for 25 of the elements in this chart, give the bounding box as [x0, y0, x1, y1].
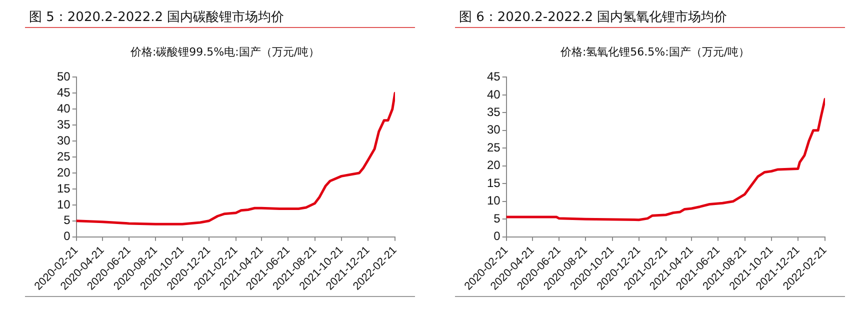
chart-subtitle: 价格:氢氧化锂56.5%:国产（万元/吨） — [559, 45, 750, 58]
y-tick-label: 35 — [486, 104, 501, 119]
y-tick-label: 45 — [486, 70, 501, 84]
y-tick-label: 35 — [56, 117, 71, 132]
y-tick-label: 45 — [56, 85, 71, 100]
y-tick-label: 40 — [486, 87, 501, 102]
y-tick-label: 5 — [64, 213, 71, 228]
y-tick-label: 0 — [494, 229, 501, 244]
chart-subtitle: 价格:碳酸锂99.5%电:国产（万元/吨） — [129, 45, 320, 58]
chart-title: 图 5：2020.2-2022.2 国内碳酸锂市场均价 — [25, 0, 415, 28]
y-tick-label: 10 — [56, 197, 71, 212]
y-tick-label: 30 — [56, 133, 71, 148]
y-tick-label: 5 — [494, 211, 501, 226]
y-tick-label: 40 — [56, 101, 71, 116]
y-tick-label: 20 — [56, 165, 71, 180]
y-tick-label: 20 — [486, 158, 501, 172]
chart-title: 图 6：2020.2-2022.2 国内氢氧化锂市场均价 — [455, 0, 845, 28]
y-tick-label: 50 — [56, 70, 71, 84]
y-tick-label: 0 — [64, 229, 71, 244]
y-tick-label: 30 — [486, 122, 501, 137]
y-tick-label: 10 — [486, 194, 501, 208]
y-tick-label: 25 — [486, 140, 501, 154]
y-tick-label: 15 — [486, 176, 501, 190]
y-tick-label: 25 — [56, 149, 71, 164]
y-tick-label: 15 — [56, 181, 71, 196]
